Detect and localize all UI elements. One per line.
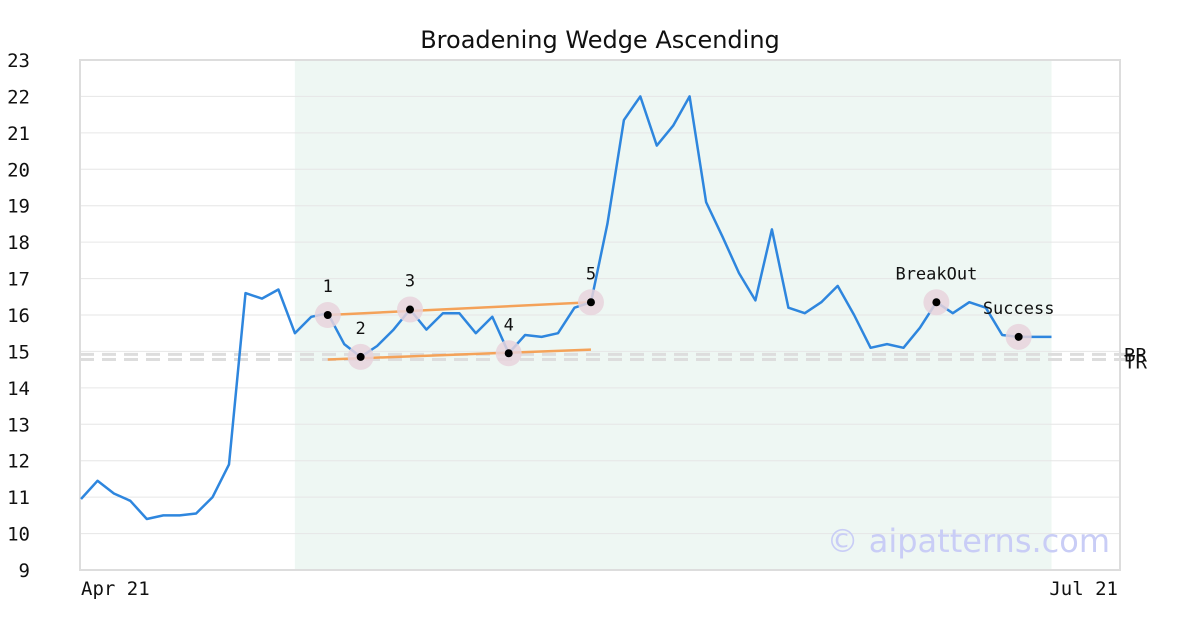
reference-label-br: BR [1124,344,1147,366]
y-tick-label: 19 [7,196,30,218]
y-tick-label: 14 [7,378,30,400]
y-tick-label: 13 [7,414,30,436]
pattern-point-label-4: 4 [504,315,514,335]
pattern-point-1 [323,311,332,319]
y-tick-label: 12 [7,451,30,473]
pattern-point-label-breakout: BreakOut [895,264,977,284]
y-tick-label: 20 [7,159,30,181]
x-tick-label: Apr 21 [81,578,150,600]
y-tick-label: 15 [7,341,30,363]
pattern-point-label-5: 5 [586,264,596,284]
pattern-point-2 [356,352,365,361]
y-tick-label: 11 [7,487,30,509]
pattern-point-5 [586,298,595,307]
watermark: © aipatterns.com [827,522,1110,560]
pattern-point-3 [406,305,414,314]
pattern-point-label-3: 3 [405,272,415,292]
y-tick-label: 21 [7,123,30,145]
pattern-point-label-2: 2 [356,319,366,339]
y-tick-label: 10 [7,524,30,546]
y-tick-label: 18 [7,232,30,254]
y-tick-label: 22 [7,86,30,108]
pattern-point-4 [504,349,513,358]
pattern-point-label-success: Success [983,299,1055,319]
x-tick-label: Jul 21 [1049,578,1118,600]
pattern-point-breakout [932,298,941,307]
y-tick-label: 9 [19,560,30,582]
y-tick-label: 17 [7,269,30,291]
price-line [80,95,1052,521]
y-tick-label: 16 [7,305,30,327]
pattern-point-success [1014,332,1023,341]
chart-title: Broadening Wedge Ascending [420,26,780,54]
y-tick-label: 23 [7,50,30,72]
reference-label-tr: TR [1124,351,1147,373]
plot-border [79,59,1121,571]
pattern-point-label-1: 1 [323,277,333,297]
trend-line-1 [327,301,592,317]
